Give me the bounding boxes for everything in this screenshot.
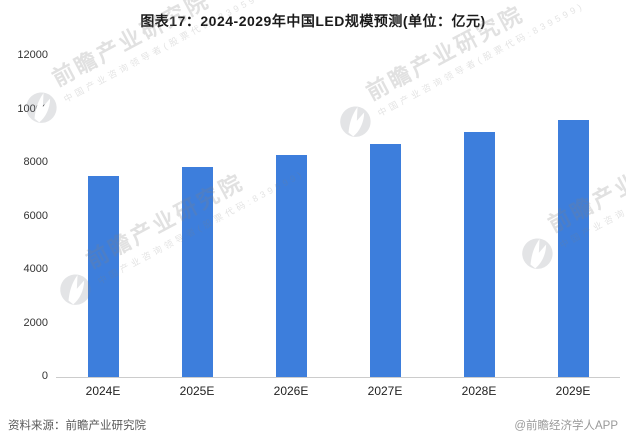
bar-2026E [275, 155, 307, 377]
y-tick-label: 2000 [23, 316, 48, 329]
plot-area [56, 56, 620, 378]
x-tick-label-2029E: 2029E [555, 384, 591, 398]
x-tick-label-2026E: 2026E [273, 384, 309, 398]
x-tick-label-2028E: 2028E [461, 384, 497, 398]
x-tick-label-2027E: 2027E [367, 384, 403, 398]
chart-title: 图表17：2024-2029年中国LED规模预测(单位：亿元) [140, 13, 486, 29]
y-tick-label: 0 [41, 370, 48, 382]
y-tick-label: 8000 [23, 156, 48, 168]
y-tick-label: 12000 [17, 49, 48, 61]
bar-2028E [463, 132, 495, 377]
source-text: 资料来源：前瞻产业研究院 [8, 420, 146, 432]
bar-2025E [181, 167, 213, 377]
chart-footer: 资料来源：前瞻产业研究院 @前瞻经济学人APP [8, 417, 618, 433]
x-tick-label-2024E: 2024E [85, 384, 121, 398]
bar-2024E [87, 176, 119, 377]
bar-2027E [369, 144, 401, 377]
x-tick-label-2025E: 2025E [179, 384, 215, 398]
y-tick-label: 6000 [23, 209, 48, 222]
y-tick-label: 10000 [17, 102, 48, 115]
y-tick-label: 4000 [23, 263, 48, 275]
bar-2029E [557, 120, 589, 377]
credit-text: @前瞻经济学人APP [514, 420, 618, 432]
